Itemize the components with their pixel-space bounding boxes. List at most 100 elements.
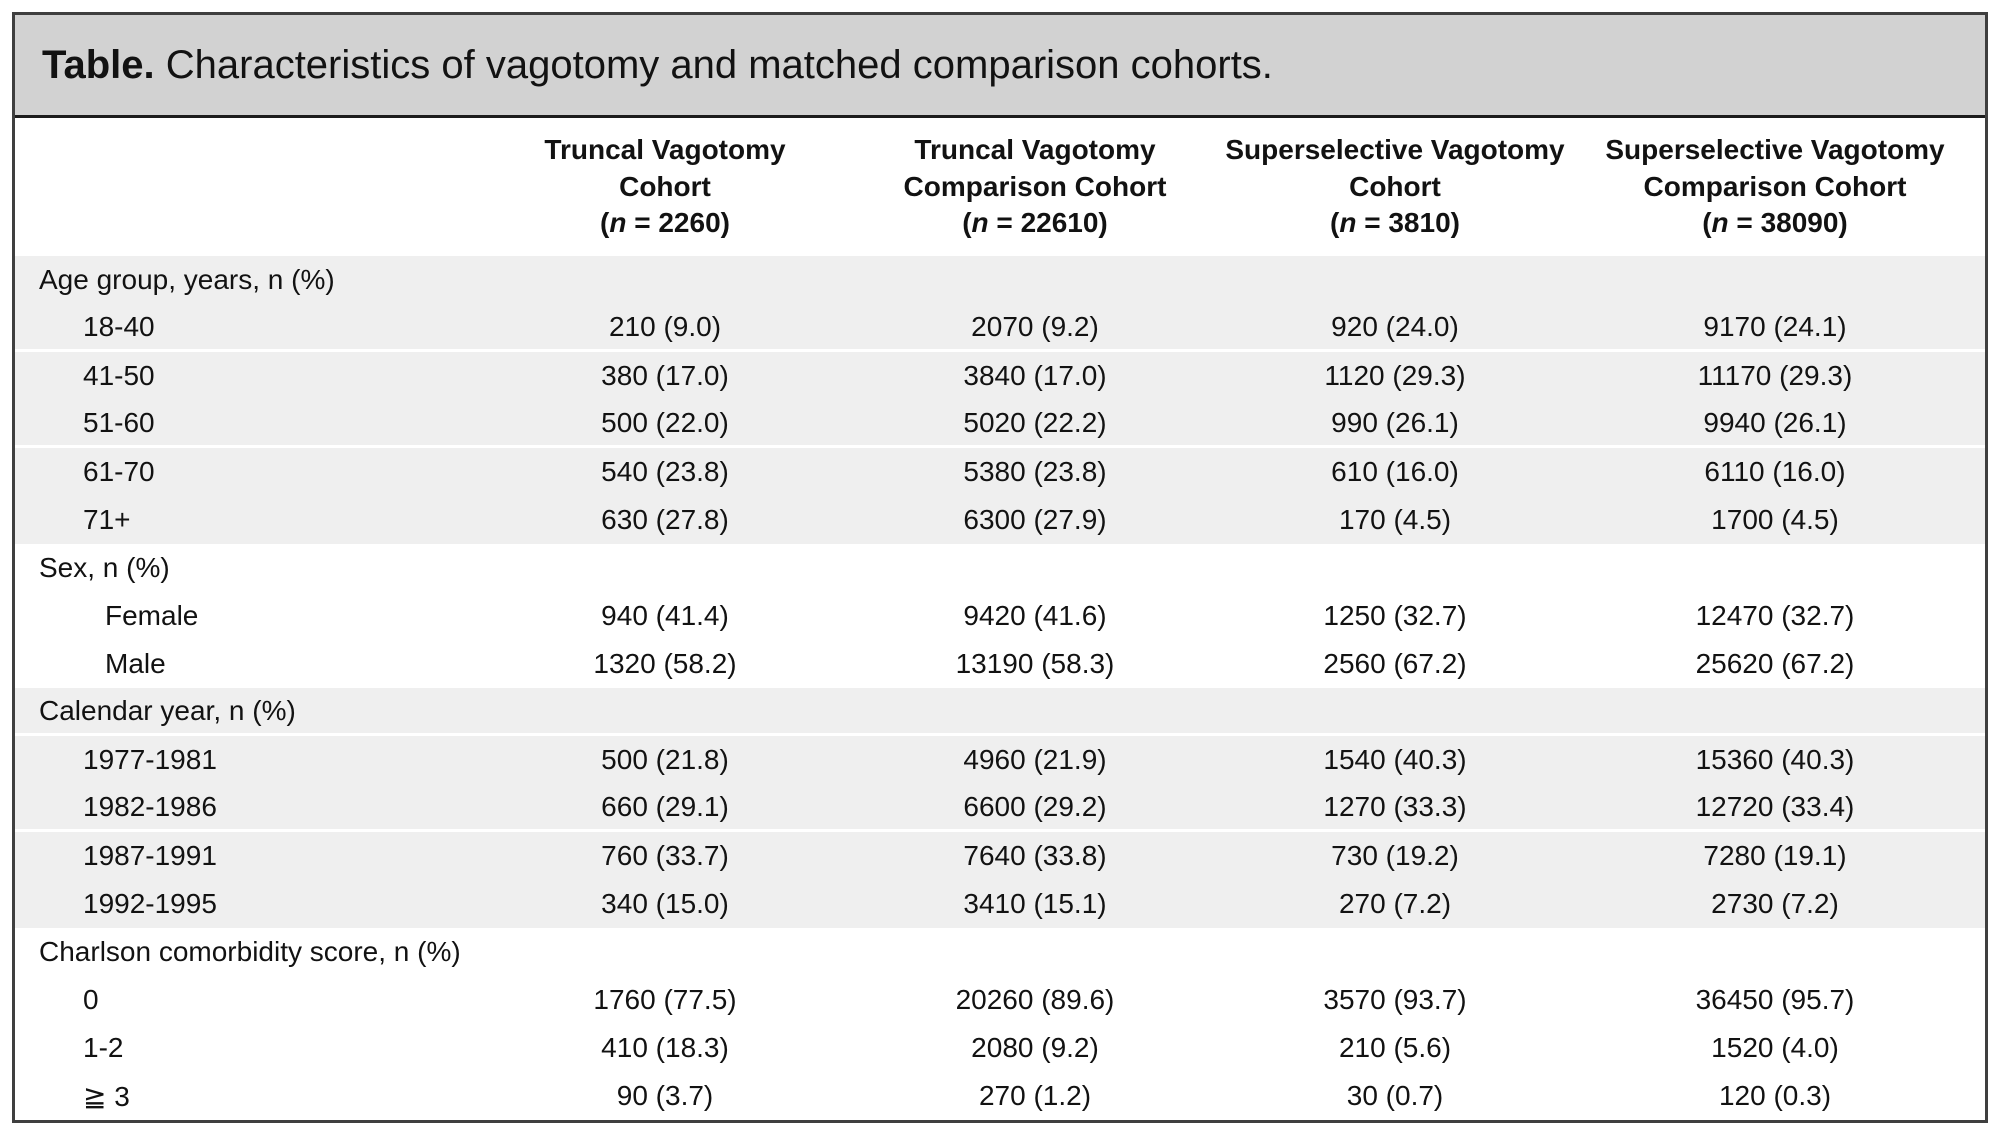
data-cell: 920 (24.0) [1331, 310, 1459, 342]
data-cell: 90 (3.7) [616, 1080, 714, 1111]
data-cell: 760 (33.7) [601, 840, 729, 871]
section-label: Age group, years, n (%) [39, 264, 335, 295]
data-cell: 730 (19.2) [1331, 840, 1459, 871]
row-label: Male [105, 648, 166, 679]
column-header-line2: Comparison Cohort [903, 170, 1167, 202]
data-cell: 1520 (4.0) [1711, 1032, 1839, 1063]
table-row: 1992-1995 340 (15.0) 3410 (15.1) 270 (7.2) 2… [15, 880, 1985, 928]
row-label: 71+ [83, 504, 131, 535]
data-cell: 940 (41.4) [601, 600, 729, 631]
data-cell: 1270 (33.3) [1323, 790, 1467, 822]
column-header-line1: Truncal Vagotomy [544, 133, 786, 165]
table-row: 41-50 380 (17.0) 3840 (17.0) 1120 (29.3) 111… [15, 352, 1985, 400]
row-label: 18-40 [83, 310, 155, 342]
column-header-superselective-cohort: Superselective Vagotomy Cohort (n = 3810… [1225, 118, 1565, 256]
data-cell: 9420 (41.6) [963, 600, 1107, 631]
row-label: 1977-1981 [83, 744, 217, 775]
data-cell: 500 (22.0) [601, 406, 729, 438]
column-header-truncal-comparison: Truncal Vagotomy Comparison Cohort (n = … [845, 118, 1225, 256]
table-row: 1-2 410 (18.3) 2080 (9.2) 210 (5.6) 1520 (4.… [15, 1024, 1985, 1072]
data-cell: 3840 (17.0) [963, 360, 1107, 391]
data-cell [845, 256, 1225, 304]
section-header-row: Calendar year, n (%) [15, 688, 1985, 736]
column-header-n: (n = 3810) [1330, 207, 1460, 239]
data-cell [485, 688, 845, 733]
table-rows: Age group, years, n (%) 18-40 210 (9.0) 207… [15, 256, 1985, 1120]
data-cell [1565, 688, 1985, 733]
row-label: 61-70 [83, 456, 155, 487]
data-cell: 270 (7.2) [1338, 888, 1452, 919]
row-label: 1987-1991 [83, 840, 217, 871]
data-cell: 500 (21.8) [601, 744, 729, 775]
data-cell: 3410 (15.1) [963, 888, 1107, 919]
data-cell: 30 (0.7) [1346, 1080, 1444, 1111]
data-cell: 7640 (33.8) [963, 840, 1107, 871]
data-cell: 990 (26.1) [1331, 406, 1459, 438]
data-cell [1565, 928, 1985, 976]
table-title-prefix: Table. [42, 42, 155, 87]
data-cell: 9940 (26.1) [1703, 406, 1847, 438]
row-label: 1982-1986 [83, 790, 217, 822]
column-header-line1: Truncal Vagotomy [914, 133, 1156, 165]
column-header-line1: Superselective Vagotomy [1605, 133, 1945, 165]
data-cell: 610 (16.0) [1331, 456, 1459, 487]
section-header-row: Charlson comorbidity score, n (%) [15, 928, 1985, 976]
data-cell [845, 928, 1225, 976]
data-cell: 210 (9.0) [608, 310, 722, 342]
data-cell: 4960 (21.9) [963, 744, 1107, 775]
section-label: Calendar year, n (%) [39, 694, 296, 726]
data-cell: 380 (17.0) [601, 360, 729, 391]
data-cell: 13190 (58.3) [955, 648, 1115, 679]
data-cell [1565, 544, 1985, 592]
table-frame: Table. Characteristics of vagotomy and m… [12, 12, 1988, 1123]
data-cell [485, 544, 845, 592]
data-cell: 1700 (4.5) [1711, 504, 1839, 535]
section-header-row: Sex, n (%) [15, 544, 1985, 592]
row-label: ≧ 3 [83, 1080, 130, 1112]
table-title-bar: Table. Characteristics of vagotomy and m… [15, 15, 1985, 118]
table-row: 0 1760 (77.5) 20260 (89.6) 3570 (93.7) 36450… [15, 976, 1985, 1024]
table-row: Female 940 (41.4) 9420 (41.6) 1250 (32.7) 12… [15, 592, 1985, 640]
table-row: 1982-1986 660 (29.1) 6600 (29.2) 1270 (33.3… [15, 784, 1985, 832]
section-header-row: Age group, years, n (%) [15, 256, 1985, 304]
data-cell [1565, 256, 1985, 304]
data-cell [485, 928, 845, 976]
data-cell: 210 (5.6) [1338, 1032, 1452, 1063]
data-cell: 2080 (9.2) [971, 1032, 1099, 1063]
data-cell: 3570 (93.7) [1323, 984, 1467, 1015]
table-row: ≧ 3 90 (3.7) 270 (1.2) 30 (0.7) 120 (0.3) [15, 1072, 1985, 1120]
data-cell: 1760 (77.5) [593, 984, 737, 1015]
data-cell: 15360 (40.3) [1695, 744, 1855, 775]
column-header-line2: Cohort [1349, 170, 1441, 202]
data-cell: 2560 (67.2) [1323, 648, 1467, 679]
data-cell: 1320 (58.2) [593, 648, 737, 679]
column-header-line2: Comparison Cohort [1643, 170, 1907, 202]
row-label: 0 [83, 984, 99, 1015]
data-cell: 660 (29.1) [601, 790, 729, 822]
data-cell: 2070 (9.2) [971, 310, 1099, 342]
data-cell: 25620 (67.2) [1695, 648, 1855, 679]
column-header-n: (n = 22610) [962, 207, 1108, 239]
row-label: 1-2 [83, 1032, 124, 1063]
table-row: 1977-1981 500 (21.8) 4960 (21.9) 1540 (40.3… [15, 736, 1985, 784]
section-label: Sex, n (%) [39, 552, 170, 583]
column-header-n: (n = 38090) [1702, 207, 1848, 239]
data-cell [1225, 256, 1565, 304]
row-label: Female [105, 600, 199, 631]
table-row: 51-60 500 (22.0) 5020 (22.2) 990 (26.1) 9940… [15, 400, 1985, 448]
data-cell: 6300 (27.9) [963, 504, 1107, 535]
data-cell: 1120 (29.3) [1324, 360, 1466, 391]
data-cell: 36450 (95.7) [1695, 984, 1855, 1015]
data-cell: 6600 (29.2) [963, 790, 1107, 822]
data-cell [1225, 928, 1565, 976]
column-header-row: Truncal Vagotomy Cohort (n = 2260) Trunc… [15, 118, 1985, 256]
data-cell [845, 544, 1225, 592]
row-label: 51-60 [83, 406, 155, 438]
column-header-spacer [15, 118, 485, 256]
column-header-line2: Cohort [619, 170, 711, 202]
data-cell: 12470 (32.7) [1695, 600, 1855, 631]
data-cell: 12720 (33.4) [1695, 790, 1855, 822]
data-cell: 120 (0.3) [1718, 1080, 1832, 1111]
table-row: 71+ 630 (27.8) 6300 (27.9) 170 (4.5) 1700 (4… [15, 496, 1985, 544]
